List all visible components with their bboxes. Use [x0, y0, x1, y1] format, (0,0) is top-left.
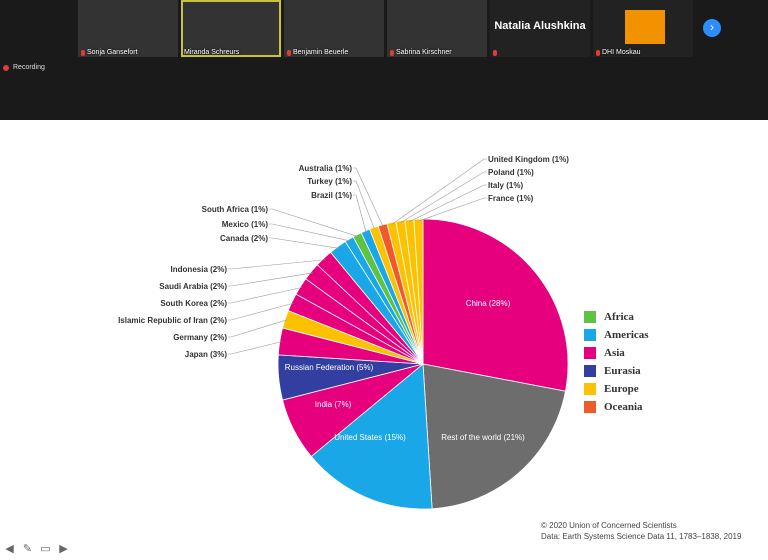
slice-label: South Korea (2%) — [160, 299, 227, 308]
legend-swatch — [584, 347, 596, 359]
legend-item: Asia — [584, 344, 649, 362]
slice-label: Australia (1%) — [299, 164, 353, 173]
slice-label: Poland (1%) — [488, 168, 534, 177]
recording-indicator: Recording — [3, 64, 45, 71]
leader-line — [409, 184, 487, 222]
leader-line — [269, 223, 351, 242]
chevron-right-icon[interactable]: › — [703, 19, 721, 37]
legend-item: Oceania — [584, 398, 649, 416]
participant-tile-sabrina[interactable]: Sabrina Kirschner — [387, 0, 487, 57]
leader-line — [400, 171, 487, 224]
participant-name: Benjamin Beuerle — [293, 49, 349, 56]
leader-line — [269, 237, 339, 249]
dhi-logo — [625, 10, 665, 44]
pie-slice — [422, 218, 569, 392]
slice-label: United States (15%) — [334, 433, 406, 442]
legend-label: Oceania — [604, 401, 643, 413]
leader-line — [391, 158, 487, 225]
participant-tile-miranda[interactable]: Miranda Schreurs — [181, 0, 281, 57]
legend-label: Eurasia — [604, 365, 641, 377]
pie-chart: China (28%) Rest of the world (21%) United… — [118, 155, 569, 510]
legend-label: Americas — [604, 329, 649, 341]
pie-slice — [422, 363, 566, 510]
slice-label: South Africa (1%) — [202, 205, 269, 214]
participant-name: DHI Moskau — [602, 49, 641, 56]
legend-swatch — [584, 365, 596, 377]
chart-legend: Africa Americas Asia Eurasia Europe Oceania — [584, 308, 649, 416]
slice-label: Brazil (1%) — [311, 191, 352, 200]
leader-line — [353, 194, 367, 233]
pie-slice — [310, 363, 433, 510]
leader-line — [228, 259, 326, 270]
pen-icon[interactable]: ✎ — [22, 543, 33, 555]
legend-label: Africa — [604, 311, 634, 323]
slice-label: Indonesia (2%) — [171, 265, 228, 274]
legend-item: Africa — [584, 308, 649, 326]
presentation-tools: ◀ ✎ ▭ ▶ — [2, 543, 71, 556]
muted-mic-icon — [81, 49, 85, 56]
participant-tile-sonja[interactable]: Sonja Gansefort — [78, 0, 178, 57]
copyright-text: © 2020 Union of Concerned Scientists — [541, 521, 677, 530]
slice-label: Italy (1%) — [488, 181, 523, 190]
leader-line — [228, 287, 303, 304]
slice-label: Germany (2%) — [173, 333, 227, 342]
chart-credit: © 2020 Union of Concerned Scientists Dat… — [541, 520, 741, 542]
legend-swatch — [584, 329, 596, 341]
arrow-right-icon[interactable]: ▶ — [59, 543, 68, 555]
leader-line — [228, 272, 313, 287]
slice-label: Japan (3%) — [185, 350, 228, 359]
participant-tile-benjamin[interactable]: Benjamin Beuerle — [284, 0, 384, 57]
data-source-text: Data: Earth Systems Science Data 11, 178… — [541, 532, 742, 541]
legend-swatch — [584, 383, 596, 395]
slice-label: Russian Federation (5%) — [285, 363, 374, 372]
legend-item: Eurasia — [584, 362, 649, 380]
leader-line — [228, 319, 288, 338]
slides-icon[interactable]: ▭ — [40, 543, 51, 555]
slice-label: France (1%) — [488, 194, 534, 203]
leader-line — [418, 197, 487, 222]
legend-label: Europe — [604, 383, 639, 395]
legend-swatch — [584, 401, 596, 413]
slice-label: Mexico (1%) — [222, 220, 269, 229]
slice-label: China (28%) — [466, 299, 511, 308]
participant-name: Sabrina Kirschner — [396, 49, 452, 56]
leader-line — [353, 167, 384, 227]
slice-label: Turkey (1%) — [307, 177, 352, 186]
participant-name: Sonja Gansefort — [87, 49, 138, 56]
muted-mic-icon — [493, 50, 497, 56]
participant-name: Miranda Schreurs — [184, 49, 240, 56]
slice-label: United Kingdom (1%) — [488, 155, 569, 164]
arrow-left-icon[interactable]: ◀ — [5, 543, 14, 555]
participant-tile-dhi[interactable]: DHI Moskau — [593, 0, 693, 57]
participant-strip: Sonja Gansefort Miranda Schreurs Benjami… — [78, 0, 693, 57]
participant-name-large: Natalia Alushkina — [494, 20, 586, 32]
leader-line — [228, 341, 282, 355]
muted-mic-icon — [390, 49, 394, 56]
muted-mic-icon — [287, 49, 291, 56]
record-dot-icon — [3, 64, 9, 71]
leader-line — [353, 180, 375, 230]
muted-mic-icon — [596, 49, 600, 56]
shared-slide: China (28%) Rest of the world (21%) United… — [0, 120, 768, 560]
meeting-toolbar: Sonja Gansefort Miranda Schreurs Benjami… — [0, 0, 768, 120]
slice-label: Saudi Arabia (2%) — [159, 282, 227, 291]
legend-label: Asia — [604, 347, 625, 359]
recording-label: Recording — [13, 64, 45, 71]
slice-label: Islamic Republic of Iran (2%) — [118, 316, 227, 325]
leader-line — [269, 208, 359, 237]
slice-label: Rest of the world (21%) — [441, 433, 525, 442]
legend-item: Europe — [584, 380, 649, 398]
leader-line — [228, 302, 294, 321]
slice-label: Canada (2%) — [220, 234, 268, 243]
participant-tile-natalia[interactable]: Natalia Alushkina — [490, 0, 590, 57]
legend-swatch — [584, 311, 596, 323]
slice-label: India (7%) — [315, 400, 352, 409]
legend-item: Americas — [584, 326, 649, 344]
